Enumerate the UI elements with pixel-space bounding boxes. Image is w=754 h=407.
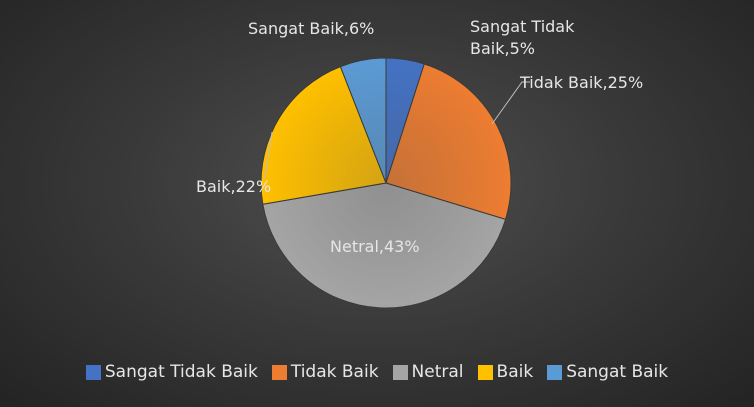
legend-item: Tidak Baik — [271, 362, 379, 382]
data-label: Tidak Baik,25% — [520, 73, 644, 92]
data-label: Netral,43% — [330, 237, 420, 256]
legend-label: Tidak Baik — [290, 362, 379, 382]
legend-item: Netral — [392, 362, 464, 382]
legend-item: Baik — [477, 362, 534, 382]
data-label: Sangat Baik,6% — [248, 19, 375, 38]
legend-swatch — [85, 364, 101, 380]
legend-label: Sangat Tidak Baik — [104, 362, 258, 382]
data-label: Baik,22% — [196, 177, 272, 196]
legend-swatch — [392, 364, 408, 380]
legend-item: Sangat Tidak Baik — [85, 362, 258, 382]
legend-swatch — [271, 364, 287, 380]
pie-slice — [260, 65, 387, 205]
legend: Sangat Tidak Baik Tidak Baik Netral Baik San… — [0, 362, 754, 382]
leader-line — [491, 81, 530, 125]
leader-line — [264, 131, 273, 179]
legend-label: Netral — [411, 362, 464, 382]
data-label: Sangat Tidak Baik,5% — [470, 17, 575, 58]
legend-item: Sangat Baik — [547, 362, 668, 382]
legend-swatch — [547, 364, 563, 380]
pie-slice — [339, 57, 387, 184]
legend-label: Baik — [496, 362, 534, 382]
legend-swatch — [477, 364, 493, 380]
pie-slice — [385, 63, 512, 221]
legend-label: Sangat Baik — [566, 362, 669, 382]
pie-slice — [262, 182, 507, 309]
